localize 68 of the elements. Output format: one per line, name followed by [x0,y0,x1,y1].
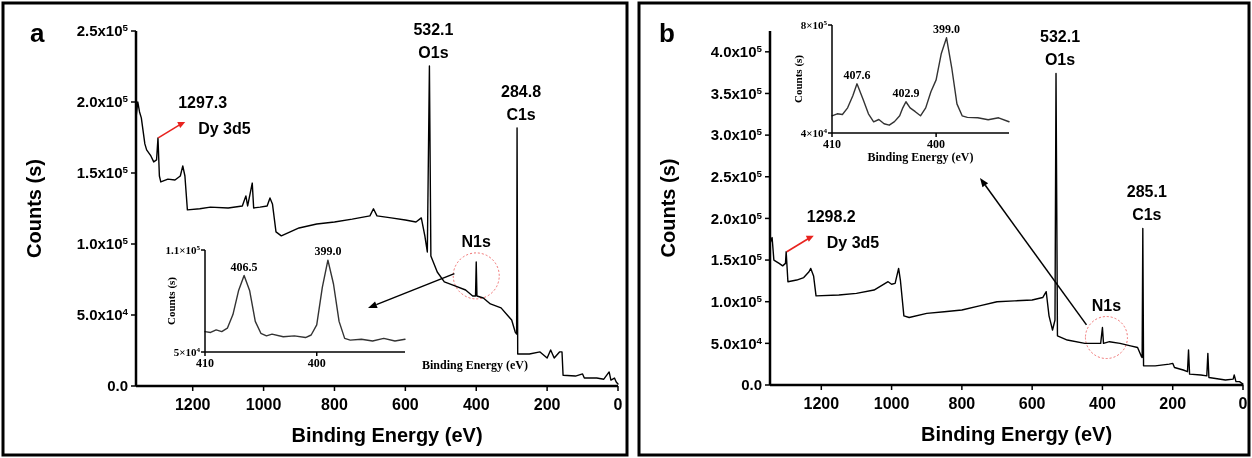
annotation: O1s [418,43,449,61]
y-axis-title: Counts (s) [657,158,679,258]
line-series [204,259,406,342]
x-tick-label: 800 [948,395,976,412]
x-axis-title: Binding Energy (eV) [421,358,529,372]
y-tick-label: 8×10$^{5}$ [800,18,828,31]
x-tick-label: 600 [392,396,419,413]
x-tick-label: 800 [321,396,348,413]
x-tick-label: 1000 [873,395,910,412]
annotation: Dy 3d5 [826,233,880,251]
y-tick-label: 1.0x10$^{5}$ [76,234,129,253]
annotation: 285.1 [1126,183,1167,201]
y-tick-label: 2.5x10$^{5}$ [710,167,763,186]
x-tick-label: 400 [307,356,326,370]
x-axis-title: Binding Energy (eV) [291,424,483,446]
annotation: Dy 3d5 [198,119,251,137]
y-axis-title: Counts (s) [23,159,45,258]
y-tick-label: 0.0 [107,377,128,395]
y-tick-label: 3.0x10$^{5}$ [710,125,763,144]
y-tick-label: 1.5x10$^{5}$ [710,250,763,269]
x-tick-label: 400 [1089,395,1116,412]
annotation: 532.1 [1039,28,1081,46]
annotation: 399.0 [933,21,961,36]
annotation: N1s [461,232,492,250]
x-tick-label: 1200 [174,396,211,413]
x-tick-label: 0 [1238,395,1248,412]
x-tick-label: 1200 [803,395,840,412]
x-tick-label: 410 [823,137,841,151]
x-tick-label: 600 [1018,395,1046,412]
y-tick-label: 4.0x10$^{5}$ [710,42,763,61]
x-tick-label: 200 [1159,395,1187,412]
line-series [831,37,1010,126]
annotation: 284.8 [501,82,542,100]
annotation: 407.6 [843,67,871,82]
y-tick-label: 1.0x10$^{5}$ [710,292,763,310]
x-tick-label: 410 [196,356,214,370]
x-tick-label: 400 [927,137,946,151]
x-tick-label: 0 [613,396,623,413]
y-tick-label: 1.5x10$^{5}$ [76,163,129,182]
annotation: C1s [1132,206,1162,224]
annotation: O1s [1044,51,1076,69]
annotation: N1s [1091,296,1122,314]
y-tick-label: 4×10$^{4}$ [800,126,828,139]
y-axis-title: Counts (s) [165,276,178,325]
y-axis-title: Counts (s) [792,54,805,103]
annotation: 402.9 [892,85,920,100]
x-axis-title: Binding Energy (eV) [920,423,1113,445]
annotation: 1298.2 [806,207,856,225]
y-tick-label: 2.0x10$^{5}$ [76,92,129,111]
y-tick-label: 5.0x10$^{4}$ [76,305,129,324]
annotation: C1s [506,105,536,123]
y-tick-label: 0.0 [741,376,762,394]
x-axis-title: Binding Energy (eV) [867,150,974,164]
y-tick-label: 2.0x10$^{5}$ [710,209,763,227]
y-tick-label: 3.5x10$^{5}$ [710,84,763,102]
annotation: 532.1 [413,20,454,38]
annotation: 399.0 [314,244,342,259]
x-tick-label: 200 [533,396,561,413]
annotation: 1297.3 [178,93,228,111]
chart-title: b [659,18,675,48]
x-tick-label: 1000 [245,396,282,413]
x-tick-label: 400 [462,396,490,413]
y-tick-label: 2.5x10$^{5}$ [76,21,129,40]
y-tick-label: 5.0x10$^{4}$ [710,334,763,352]
annotation: 406.5 [230,259,258,274]
chart-title: a [30,18,45,48]
y-tick-label: 1.1×10$^{5}$ [165,243,201,256]
y-tick-label: 5×10$^{4}$ [173,345,201,358]
